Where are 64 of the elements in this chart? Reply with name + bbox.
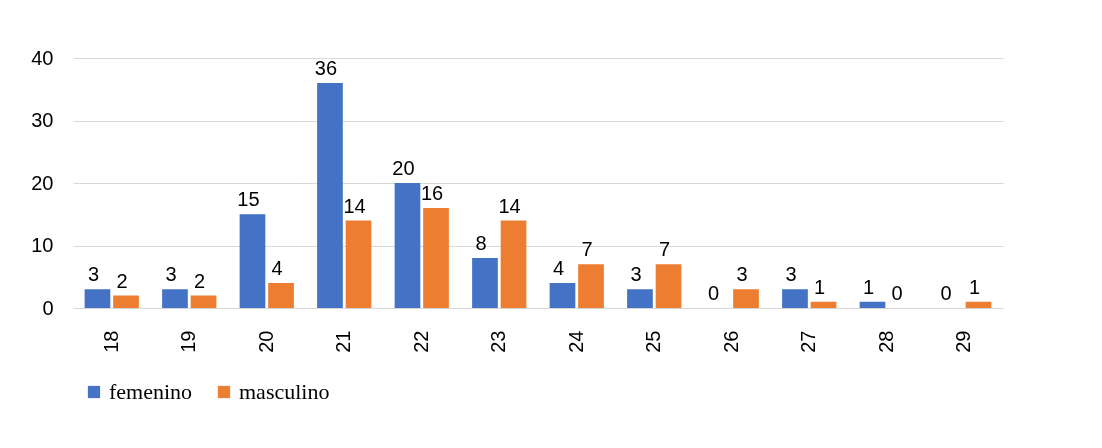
data-label: 14 xyxy=(343,194,366,217)
bar xyxy=(268,283,294,308)
data-label: 0 xyxy=(891,282,903,304)
y-tick-label: 10 xyxy=(31,234,54,256)
data-label: 3 xyxy=(630,263,642,286)
legend-label: femenino xyxy=(109,379,193,404)
bar xyxy=(578,264,604,308)
x-tick-label: 29 xyxy=(952,330,975,353)
bar xyxy=(239,214,266,308)
bar xyxy=(859,301,886,308)
x-tick-label: 19 xyxy=(177,330,200,353)
data-label: 36 xyxy=(314,57,338,79)
data-label: 1 xyxy=(813,275,826,298)
bar xyxy=(549,283,576,308)
bar xyxy=(162,289,188,308)
bar xyxy=(190,295,217,308)
data-label: 3 xyxy=(165,263,177,286)
data-label: 0 xyxy=(940,282,952,304)
x-tick-label: 26 xyxy=(719,330,742,353)
x-tick-label: 22 xyxy=(409,330,432,353)
bar xyxy=(965,301,992,308)
y-tick-label: 0 xyxy=(42,296,54,319)
data-label: 1 xyxy=(862,275,875,298)
bar xyxy=(782,289,808,308)
x-tick-label: 20 xyxy=(254,330,277,353)
data-label: 16 xyxy=(420,182,444,204)
data-label: 1 xyxy=(968,275,981,298)
legend-label: masculino xyxy=(239,379,330,404)
x-tick-label: 27 xyxy=(797,330,820,353)
data-label: 4 xyxy=(552,257,565,279)
bar xyxy=(733,289,759,308)
data-label: 20 xyxy=(392,157,415,179)
y-tick-label: 20 xyxy=(31,171,54,194)
bar xyxy=(317,83,343,308)
bar xyxy=(345,220,372,308)
data-label: 0 xyxy=(707,282,720,304)
data-label: 3 xyxy=(785,263,797,286)
bar xyxy=(113,295,139,308)
bar xyxy=(627,289,653,308)
y-tick-label: 30 xyxy=(31,109,54,131)
x-tick-label: 21 xyxy=(332,330,355,353)
data-label: 2 xyxy=(193,269,206,292)
bar xyxy=(655,264,682,308)
x-tick-label: 24 xyxy=(564,330,587,353)
bar xyxy=(500,220,527,308)
data-label: 2 xyxy=(116,269,128,292)
bar xyxy=(810,301,837,308)
x-tick-label: 25 xyxy=(642,330,665,353)
data-label: 15 xyxy=(237,188,260,211)
y-tick-label: 40 xyxy=(31,46,54,69)
bar xyxy=(84,289,111,308)
data-label: 4 xyxy=(271,257,283,279)
bar xyxy=(472,258,498,308)
data-label: 14 xyxy=(498,194,521,217)
data-label: 3 xyxy=(736,263,748,286)
bar xyxy=(394,183,421,308)
data-label: 7 xyxy=(581,238,593,261)
data-label: 7 xyxy=(658,238,671,261)
data-label: 8 xyxy=(475,232,487,254)
x-tick-label: 28 xyxy=(874,330,897,353)
data-label: 3 xyxy=(87,263,100,286)
x-tick-label: 23 xyxy=(487,330,510,353)
bar xyxy=(423,208,449,308)
x-tick-label: 18 xyxy=(99,330,122,353)
